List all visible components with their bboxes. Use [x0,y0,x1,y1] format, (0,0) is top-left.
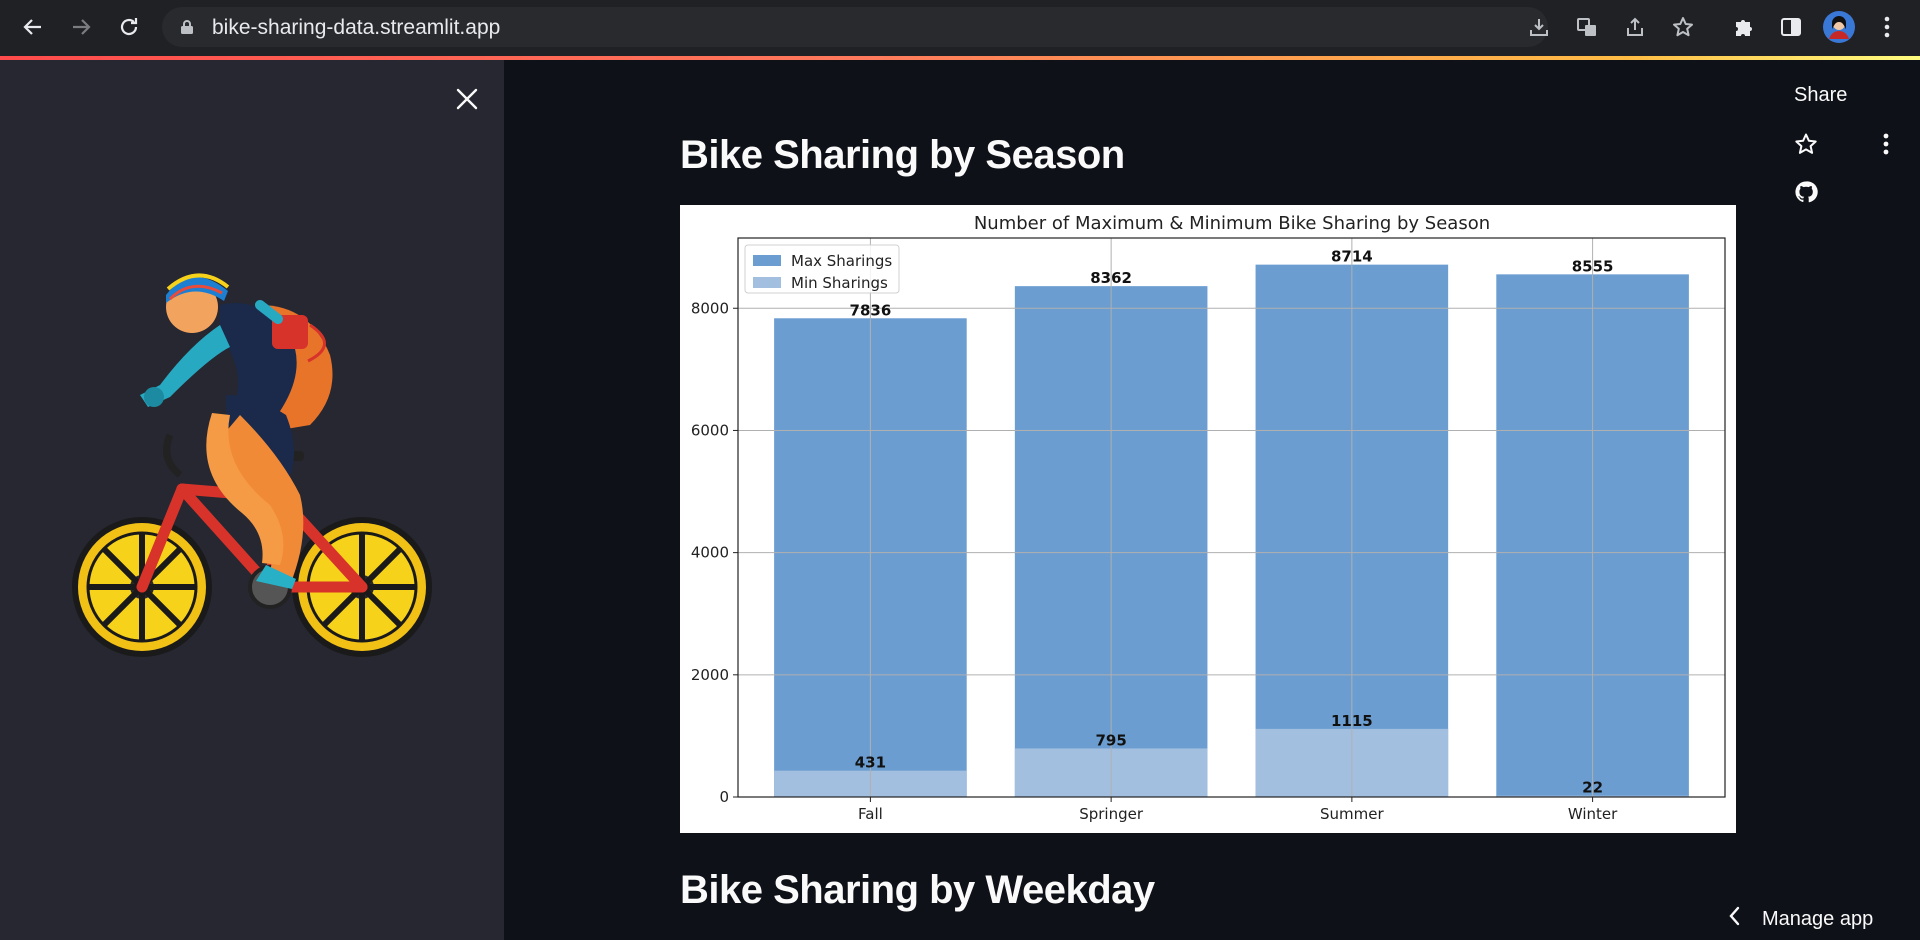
plot-frame [737,237,1726,798]
side-panel-icon[interactable] [1774,10,1808,44]
kebab-menu-icon[interactable] [1882,132,1890,161]
chart-grid [738,238,1725,798]
cyclist-illustration [70,265,440,670]
data-label: 795 [1095,731,1126,749]
url-text: bike-sharing-data.streamlit.app [212,16,501,39]
data-label: 22 [1582,779,1603,797]
y-tick-label: 4000 [691,544,729,562]
x-tick-label: Springer [1079,805,1144,823]
legend-swatch [753,277,781,288]
manage-app-label: Manage app [1762,907,1874,930]
data-label: 431 [855,754,886,772]
y-tick-label: 8000 [691,299,729,317]
data-label: 8714 [1331,248,1373,266]
streamlit-loading-bar [0,56,1920,60]
data-label: 8555 [1572,257,1614,275]
translate-icon[interactable] [1570,10,1604,44]
star-icon[interactable] [1794,132,1818,161]
y-tick-label: 0 [719,788,729,806]
legend-swatch [753,255,781,266]
sidebar [0,60,504,940]
legend-box [744,244,900,294]
share-page-icon[interactable] [1618,10,1652,44]
legend-label: Min Sharings [791,274,888,292]
section-title-weekday: Bike Sharing by Weekday [680,868,1155,912]
season-chart: Number of Maximum & Minimum Bike Sharing… [680,205,1736,833]
legend-label: Max Sharings [791,252,892,270]
y-tick-label: 2000 [691,666,729,684]
reload-icon[interactable] [112,10,146,44]
y-tick-label: 6000 [691,421,729,439]
install-app-icon[interactable] [1522,10,1556,44]
data-label: 8362 [1090,269,1132,287]
chart-axes: 0 2000 4000 6000 8000 Fall Springer Summer Winte… [691,237,1726,823]
profile-avatar[interactable] [1822,10,1856,44]
browser-menu-icon[interactable] [1870,10,1904,44]
chart-title: Number of Maximum & Minimum Bike Sharing… [974,213,1490,234]
x-tick-label: Summer [1320,805,1384,823]
chevron-left-icon [1728,906,1740,932]
x-tick-label: Winter [1568,805,1618,823]
data-label: 7836 [850,301,892,319]
season-bar-chart: Number of Maximum & Minimum Bike Sharing… [691,213,1726,823]
main-content: Share Bike Sharing by Season Number of M… [504,60,1920,940]
address-bar[interactable]: bike-sharing-data.streamlit.app [162,7,1548,47]
data-label: 1115 [1331,712,1373,730]
chart-data-labels: 7836 8362 8714 8555 431 795 1115 22 [850,248,1614,797]
close-sidebar-icon[interactable] [452,84,482,114]
manage-app-button[interactable]: Manage app [1728,906,1873,932]
forward-arrow-icon[interactable] [64,10,98,44]
bookmark-star-icon[interactable] [1666,10,1700,44]
browser-toolbar: bike-sharing-data.streamlit.app [0,0,1920,56]
lock-icon [180,19,194,40]
back-arrow-icon[interactable] [16,10,50,44]
github-icon[interactable] [1794,180,1818,209]
share-button[interactable]: Share [1794,84,1848,106]
section-title-season: Bike Sharing by Season [680,133,1125,177]
extensions-puzzle-icon[interactable] [1726,10,1760,44]
chart-legend: Max Sharings Min Sharings [744,244,900,294]
chart-bars [774,264,1689,798]
x-tick-label: Fall [858,805,883,823]
